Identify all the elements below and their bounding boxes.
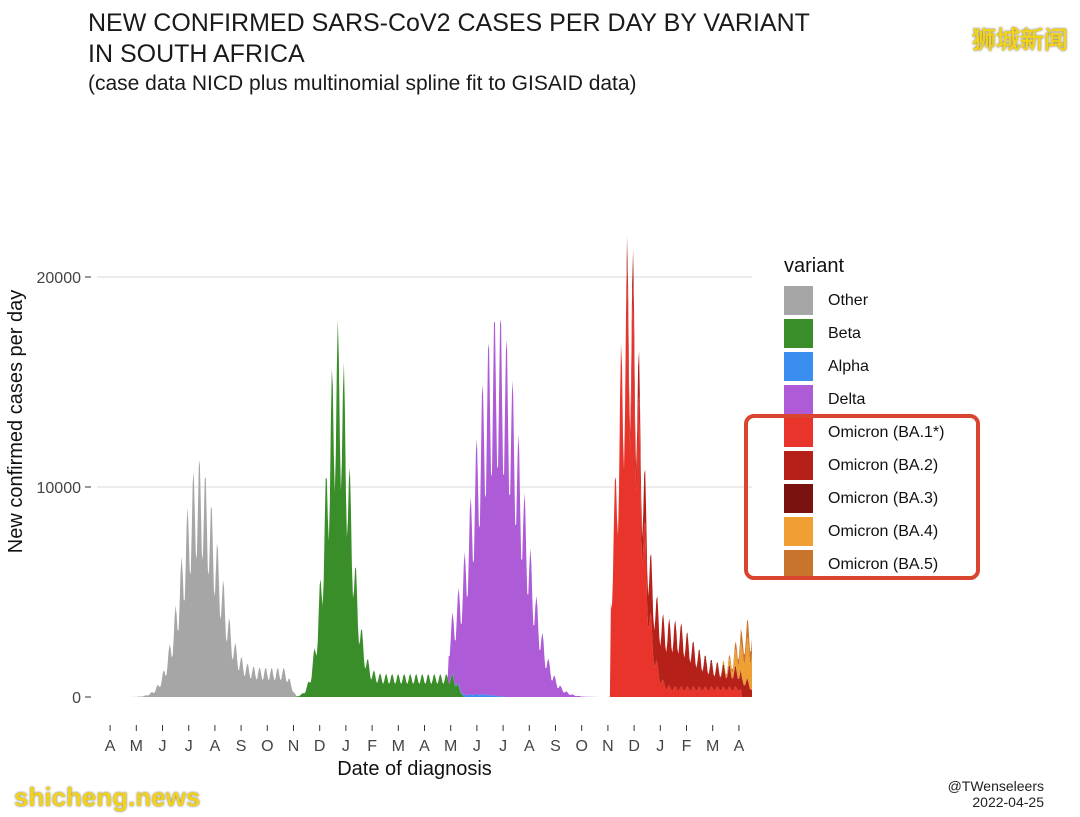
x-tick-label: F: [367, 738, 377, 755]
legend-title: variant: [784, 255, 845, 277]
x-tick-label: S: [236, 738, 247, 755]
x-tick-label: M: [444, 738, 457, 755]
legend-label: Beta: [828, 324, 861, 342]
legend-swatch: [784, 319, 813, 348]
legend-item: Alpha: [784, 350, 944, 383]
y-tick-label: 0: [72, 690, 81, 707]
x-tick-label: J: [499, 738, 507, 755]
legend-label: Delta: [828, 390, 866, 408]
legend-item: Beta: [784, 317, 944, 350]
x-tick-label: D: [628, 738, 640, 755]
series-area: [97, 261, 752, 697]
credit: @TWenseleers 2022-04-25: [948, 778, 1044, 810]
credit-handle: @TWenseleers: [947, 778, 1044, 794]
legend-label: Omicron (BA.4): [828, 522, 939, 540]
x-tick-label: O: [261, 738, 273, 755]
credit-date: 2022-04-25: [972, 794, 1044, 810]
legend-item: Omicron (BA.2): [784, 449, 944, 482]
x-tick-label: J: [656, 738, 664, 755]
x-tick-label: N: [288, 738, 300, 755]
x-tick-label: A: [419, 738, 430, 755]
legend-swatch: [784, 517, 813, 546]
legend-swatch: [784, 286, 813, 315]
legend-swatch: [784, 484, 813, 513]
legend-item: Delta: [784, 383, 944, 416]
x-tick-label: A: [105, 738, 116, 755]
legend-item: Omicron (BA.4): [784, 515, 944, 548]
x-tick-label: J: [342, 738, 350, 755]
legend-item: Omicron (BA.1*): [784, 416, 944, 449]
x-tick-label: A: [524, 738, 535, 755]
legend-item: Omicron (BA.3): [784, 482, 944, 515]
x-tick-label: S: [550, 738, 561, 755]
x-tick-label: J: [159, 738, 167, 755]
legend-swatch: [784, 385, 813, 414]
chart-subtitle: (case data NICD plus multinomial spline …: [88, 72, 637, 95]
legend-swatch: [784, 418, 813, 447]
x-tick-label: A: [734, 738, 745, 755]
x-tick-label: N: [602, 738, 614, 755]
legend-swatch: [784, 550, 813, 579]
y-tick-label: 20000: [37, 270, 82, 287]
y-tick-label: 10000: [37, 480, 82, 497]
chart-title-line2: IN SOUTH AFRICA: [88, 40, 305, 68]
x-tick-label: M: [130, 738, 143, 755]
chart-title-line1: NEW CONFIRMED SARS-CoV2 CASES PER DAY BY…: [88, 9, 810, 37]
legend-swatch: [784, 352, 813, 381]
x-tick-label: J: [185, 738, 193, 755]
x-tick-label: A: [210, 738, 221, 755]
chart-title: NEW CONFIRMED SARS-CoV2 CASES PER DAY BY…: [88, 8, 810, 70]
x-axis-label: Date of diagnosis: [337, 758, 492, 780]
x-tick-label: F: [682, 738, 692, 755]
chart-legend: variant Other Beta Alpha Delta Omicron (BA.1…: [784, 255, 944, 581]
x-tick-label: O: [575, 738, 587, 755]
omicron-highlight-box: [744, 414, 980, 580]
legend-swatch: [784, 451, 813, 480]
y-axis-label: New confirmed cases per day: [5, 290, 27, 553]
legend-label: Other: [828, 291, 869, 309]
legend-label: Alpha: [828, 357, 869, 375]
x-tick-label: J: [473, 738, 481, 755]
legend-label: Omicron (BA.1*): [828, 423, 945, 441]
legend-label: Omicron (BA.3): [828, 489, 939, 507]
watermark-en: shicheng.news: [14, 782, 201, 812]
legend-item: Other: [784, 284, 944, 317]
legend-label: Omicron (BA.2): [828, 456, 939, 474]
watermark-cn: 狮城新闻: [972, 27, 1068, 54]
x-tick-label: M: [392, 738, 405, 755]
x-tick-label: D: [314, 738, 326, 755]
x-tick-label: M: [706, 738, 719, 755]
series-area: [97, 236, 752, 697]
legend-label: Omicron (BA.5): [828, 555, 939, 573]
legend-item: Omicron (BA.5): [784, 548, 944, 581]
